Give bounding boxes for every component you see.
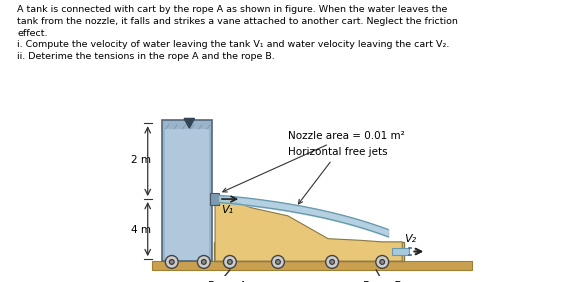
Text: A tank is connected with cart by the rope A as shown in figure. When the water l: A tank is connected with cart by the rop… [17, 5, 458, 61]
Circle shape [275, 259, 281, 264]
Circle shape [165, 255, 178, 268]
Circle shape [223, 255, 236, 268]
Polygon shape [184, 118, 195, 128]
Circle shape [271, 255, 285, 268]
Text: 4 m: 4 m [131, 225, 150, 235]
Circle shape [169, 259, 174, 264]
Bar [214, 242, 404, 261]
Text: Rope B: Rope B [363, 281, 401, 282]
Text: V₁: V₁ [221, 205, 233, 215]
Polygon shape [215, 196, 402, 261]
Text: Rope A: Rope A [209, 281, 247, 282]
Circle shape [198, 255, 210, 268]
Text: 2 m: 2 m [131, 155, 150, 165]
Bar [210, 193, 219, 205]
Bar [165, 129, 209, 259]
Circle shape [325, 255, 339, 268]
Text: V₂: V₂ [404, 235, 416, 244]
Circle shape [329, 259, 335, 264]
Circle shape [228, 259, 232, 264]
Bar [162, 120, 212, 261]
Bar [151, 261, 472, 270]
Circle shape [202, 259, 206, 264]
Bar [392, 248, 409, 255]
Text: Horizontal free jets: Horizontal free jets [288, 147, 388, 204]
Circle shape [380, 259, 385, 264]
Text: Nozzle area = 0.01 m²: Nozzle area = 0.01 m² [223, 131, 405, 192]
Circle shape [376, 255, 389, 268]
